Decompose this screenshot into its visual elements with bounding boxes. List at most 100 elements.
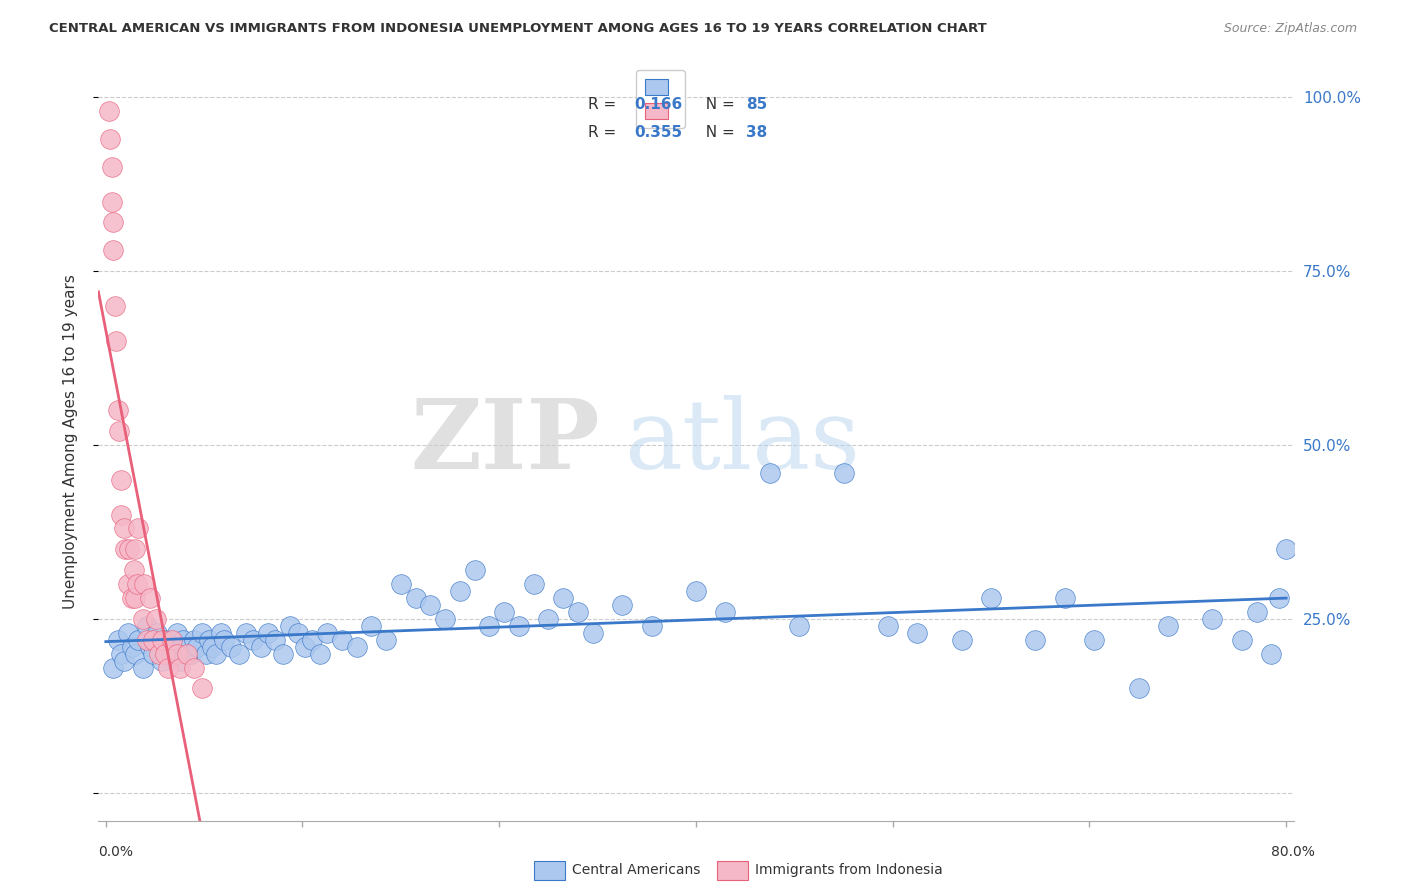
Point [176, 647, 198, 661]
Point [145, 612, 167, 626]
Text: 85: 85 [747, 96, 768, 112]
Point [156, 640, 179, 654]
Point [419, 598, 441, 612]
Point [190, 681, 212, 696]
Point [537, 612, 560, 626]
Point [205, 647, 228, 661]
Text: N =: N = [696, 96, 740, 112]
Point [582, 625, 605, 640]
Point [122, 563, 145, 577]
Text: atlas: atlas [624, 394, 860, 489]
Point [166, 625, 188, 640]
Y-axis label: Unemployment Among Ages 16 to 19 years: Unemployment Among Ages 16 to 19 years [63, 274, 77, 609]
Point [195, 647, 218, 661]
Point [136, 632, 159, 647]
Point [257, 625, 280, 640]
Point [183, 632, 205, 647]
Point [1157, 619, 1180, 633]
Point [832, 466, 855, 480]
Point [950, 632, 973, 647]
Point [641, 619, 664, 633]
Point [478, 619, 501, 633]
Point [139, 591, 162, 605]
Point [375, 632, 398, 647]
Point [169, 654, 191, 668]
Point [228, 647, 250, 661]
Text: 38: 38 [747, 125, 768, 140]
Point [124, 542, 146, 557]
Point [121, 640, 143, 654]
Text: R =: R = [589, 125, 621, 140]
Point [160, 647, 183, 661]
Point [127, 632, 149, 647]
Point [136, 619, 159, 633]
Point [142, 647, 165, 661]
Point [553, 591, 575, 605]
Text: 0.0%: 0.0% [98, 845, 134, 859]
Point [110, 473, 132, 487]
Point [264, 632, 287, 647]
Point [1128, 681, 1150, 696]
Point [201, 640, 224, 654]
Point [176, 640, 198, 654]
Text: N =: N = [696, 125, 740, 140]
Text: Central Americans: Central Americans [572, 863, 700, 877]
Point [523, 577, 546, 591]
Point [101, 215, 124, 229]
Point [110, 647, 132, 661]
Point [101, 660, 124, 674]
Point [131, 660, 153, 674]
Point [100, 160, 122, 174]
Point [508, 619, 530, 633]
Point [360, 619, 382, 633]
Point [108, 424, 131, 438]
Point [190, 625, 212, 640]
Point [434, 612, 457, 626]
Point [139, 640, 162, 654]
Point [567, 605, 589, 619]
Point [101, 244, 124, 258]
Point [219, 640, 242, 654]
Point [316, 625, 339, 640]
Point [124, 647, 146, 661]
Point [127, 521, 149, 535]
Point [150, 654, 173, 668]
Point [1024, 632, 1046, 647]
Point [117, 625, 139, 640]
Point [105, 334, 128, 348]
Point [117, 577, 139, 591]
Text: 0.355: 0.355 [634, 125, 682, 140]
Point [110, 508, 132, 522]
Point [1268, 591, 1291, 605]
Legend: , : , [636, 70, 685, 128]
Point [183, 660, 205, 674]
Point [100, 194, 122, 209]
Point [1260, 647, 1282, 661]
Point [131, 612, 153, 626]
Point [150, 632, 173, 647]
Point [212, 632, 235, 647]
Point [112, 521, 135, 535]
Point [980, 591, 1002, 605]
Point [142, 632, 165, 647]
Text: 80.0%: 80.0% [1271, 845, 1315, 859]
Text: CENTRAL AMERICAN VS IMMIGRANTS FROM INDONESIA UNEMPLOYMENT AMONG AGES 16 TO 19 Y: CENTRAL AMERICAN VS IMMIGRANTS FROM INDO… [49, 22, 987, 36]
Point [98, 132, 121, 146]
Point [271, 647, 294, 661]
Point [166, 647, 188, 661]
Point [405, 591, 427, 605]
Point [1083, 632, 1105, 647]
Text: ZIP: ZIP [411, 394, 600, 489]
Point [330, 632, 353, 647]
Point [160, 632, 183, 647]
Point [156, 660, 179, 674]
Point [107, 632, 129, 647]
Point [235, 625, 257, 640]
Point [301, 632, 323, 647]
Point [1246, 605, 1268, 619]
Point [124, 591, 146, 605]
Point [464, 563, 486, 577]
Point [97, 104, 120, 119]
Point [121, 591, 143, 605]
Text: 0.166: 0.166 [634, 96, 682, 112]
